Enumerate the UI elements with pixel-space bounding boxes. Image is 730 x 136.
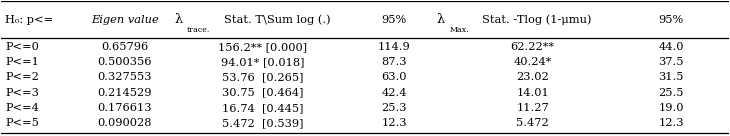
Text: 0.090028: 0.090028 [97, 118, 152, 128]
Text: 5.472: 5.472 [516, 118, 549, 128]
Text: Stat. T\Sum log (.): Stat. T\Sum log (.) [223, 14, 330, 25]
Text: 42.4: 42.4 [381, 88, 407, 98]
Text: λ: λ [437, 13, 445, 26]
Text: 53.76  [0.265]: 53.76 [0.265] [222, 72, 304, 82]
Text: 44.0: 44.0 [658, 42, 684, 52]
Text: 11.27: 11.27 [516, 103, 549, 113]
Text: 30.75  [0.464]: 30.75 [0.464] [222, 88, 304, 98]
Text: 37.5: 37.5 [658, 57, 684, 67]
Text: 25.3: 25.3 [381, 103, 407, 113]
Text: Stat. -Tlog (1-μmu): Stat. -Tlog (1-μmu) [483, 14, 592, 25]
Text: 0.176613: 0.176613 [97, 103, 152, 113]
Text: 12.3: 12.3 [658, 118, 684, 128]
Text: 31.5: 31.5 [658, 72, 684, 82]
Text: H₀: p<=: H₀: p<= [5, 15, 57, 24]
Text: 40.24*: 40.24* [513, 57, 552, 67]
Text: 19.0: 19.0 [658, 103, 684, 113]
Text: P<=4: P<=4 [5, 103, 39, 113]
Text: P<=1: P<=1 [5, 57, 39, 67]
Text: P<=0: P<=0 [5, 42, 39, 52]
Text: 0.214529: 0.214529 [97, 88, 152, 98]
Text: 0.65796: 0.65796 [101, 42, 148, 52]
Text: 94.01* [0.018]: 94.01* [0.018] [221, 57, 304, 67]
Text: 23.02: 23.02 [516, 72, 549, 82]
Text: Max.: Max. [450, 26, 469, 34]
Text: 114.9: 114.9 [377, 42, 410, 52]
Text: Eigen value: Eigen value [91, 15, 158, 24]
Text: 63.0: 63.0 [381, 72, 407, 82]
Text: P<=5: P<=5 [5, 118, 39, 128]
Text: λ: λ [174, 13, 182, 26]
Text: 0.500356: 0.500356 [97, 57, 152, 67]
Text: 95%: 95% [382, 15, 407, 24]
Text: 0.327553: 0.327553 [97, 72, 152, 82]
Text: 95%: 95% [658, 15, 683, 24]
Text: trace.: trace. [187, 26, 210, 34]
Text: P<=2: P<=2 [5, 72, 39, 82]
Text: 16.74  [0.445]: 16.74 [0.445] [222, 103, 304, 113]
Text: 62.22**: 62.22** [510, 42, 555, 52]
Text: 87.3: 87.3 [381, 57, 407, 67]
Text: 156.2** [0.000]: 156.2** [0.000] [218, 42, 307, 52]
Text: 25.5: 25.5 [658, 88, 684, 98]
Text: 14.01: 14.01 [516, 88, 549, 98]
Text: 12.3: 12.3 [381, 118, 407, 128]
Text: 5.472  [0.539]: 5.472 [0.539] [222, 118, 304, 128]
Text: P<=3: P<=3 [5, 88, 39, 98]
